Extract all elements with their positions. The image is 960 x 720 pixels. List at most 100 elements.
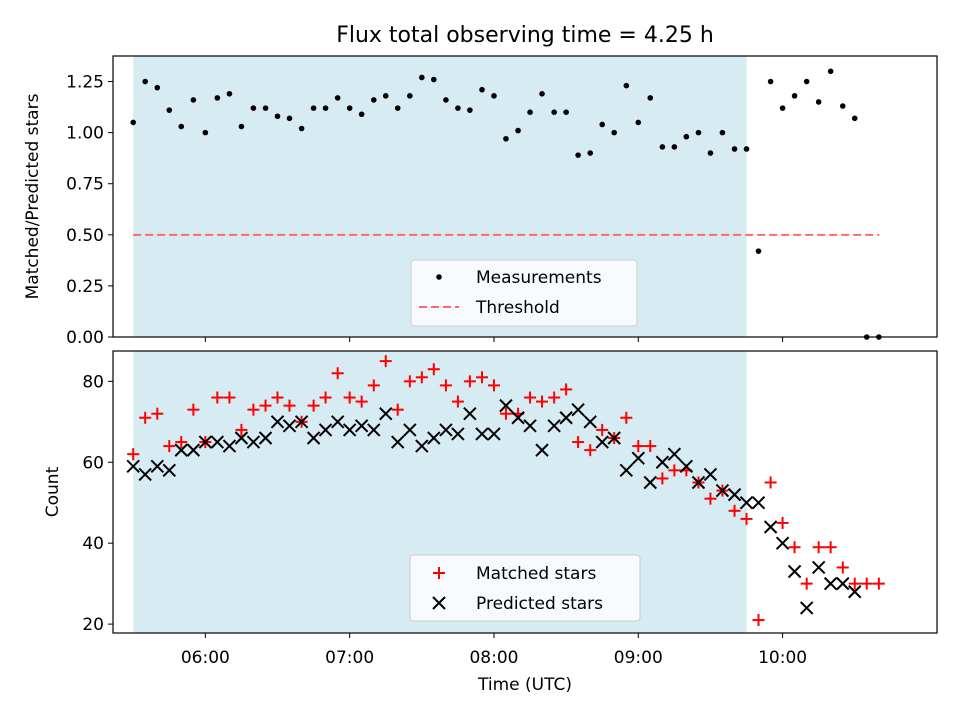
- measurement-point: [827, 68, 834, 75]
- measurement-point: [214, 95, 221, 101]
- matched-star-point: [307, 399, 320, 412]
- measurement-point: [767, 78, 774, 85]
- y-tick-label: 0.00: [66, 328, 104, 348]
- predicted-star-point: [198, 435, 213, 449]
- measurement-point: [238, 123, 245, 130]
- predicted-star-point: [463, 407, 477, 421]
- predicted-star-point: [691, 475, 706, 490]
- predicted-star-point: [379, 407, 393, 421]
- ratio-y-axis-label: Matched/Predicted stars: [23, 93, 43, 299]
- measurement-point: [274, 113, 281, 120]
- matched-star-point: [463, 375, 476, 388]
- predicted-star-point: [643, 475, 657, 490]
- measurement-point: [250, 105, 257, 111]
- ratio-legend: Measurements Threshold: [410, 259, 638, 327]
- legend-predicted-label: Predicted stars: [476, 594, 603, 614]
- measurement-point: [479, 86, 485, 93]
- predicted-star-point: [547, 419, 561, 433]
- predicted-star-point: [439, 423, 453, 437]
- predicted-star-point: [571, 402, 585, 417]
- matched-star-point: [367, 379, 380, 392]
- y-tick-label: 20: [82, 615, 104, 635]
- measurement-point: [190, 97, 197, 103]
- count-points: [126, 355, 885, 627]
- matched-star-point: [487, 379, 500, 392]
- matched-star-point: [439, 379, 452, 392]
- matched-star-point: [560, 383, 573, 396]
- measurement-point: [166, 107, 173, 113]
- legend-measurements-marker: [436, 274, 442, 280]
- measurement-point: [226, 91, 233, 97]
- matched-star-point: [584, 444, 597, 457]
- matched-star-point: [187, 403, 200, 416]
- matched-star-point: [175, 436, 188, 449]
- predicted-star-point: [535, 443, 549, 457]
- measurement-point: [310, 105, 317, 111]
- x-tick-label: 10:00: [758, 648, 807, 668]
- measurement-point: [455, 105, 461, 111]
- predicted-star-point: [787, 564, 802, 579]
- predicted-star-point: [258, 431, 273, 445]
- measurement-point: [647, 95, 654, 101]
- legend-matched-label: Matched stars: [476, 564, 596, 584]
- measurement-point: [370, 97, 377, 103]
- measurement-point: [851, 115, 858, 122]
- matched-star-point: [632, 440, 645, 453]
- matched-star-point: [283, 399, 296, 412]
- predicted-star-point: [763, 520, 778, 534]
- legend-threshold-label: Threshold: [475, 298, 560, 318]
- predicted-star-point: [667, 447, 682, 461]
- measurement-point: [443, 97, 449, 103]
- matched-star-point: [499, 407, 512, 420]
- predicted-star-point: [487, 427, 501, 441]
- x-tick-label: 08:00: [469, 648, 518, 668]
- matched-star-point: [644, 440, 657, 453]
- matched-star-point: [836, 561, 849, 574]
- measurement-point: [815, 99, 822, 105]
- matched-star-point: [331, 367, 344, 380]
- y-tick-label: 40: [82, 534, 104, 554]
- predicted-star-point: [150, 459, 165, 474]
- y-tick-label: 0.50: [66, 226, 104, 246]
- predicted-star-point: [354, 419, 369, 433]
- predicted-star-point: [403, 423, 417, 437]
- predicted-star-point: [475, 427, 489, 441]
- matched-star-point: [391, 403, 404, 416]
- count-legend-box: [409, 554, 641, 622]
- measurement-point: [659, 144, 666, 150]
- predicted-star-point: [210, 435, 225, 449]
- measurement-point: [623, 82, 630, 89]
- matched-star-point: [475, 371, 488, 384]
- matched-star-point: [127, 448, 140, 461]
- legend-matched-marker: [433, 567, 445, 579]
- y-tick-label: 1.00: [66, 124, 104, 144]
- matched-star-point: [524, 391, 537, 404]
- predicted-star-point: [751, 496, 766, 510]
- matched-star-point: [451, 395, 464, 408]
- measurement-point: [515, 127, 521, 134]
- predicted-star-point: [739, 496, 754, 510]
- predicted-star-point: [811, 560, 826, 575]
- predicted-star-point: [775, 536, 790, 550]
- ratio-y-axis-ticks: 0.00 0.25 0.50 0.75 1.00 1.25: [66, 73, 113, 348]
- matched-star-point: [163, 440, 176, 453]
- ratio-plot-frame: [112, 55, 938, 338]
- measurement-point: [563, 109, 569, 115]
- matched-star-point: [271, 391, 284, 404]
- measurement-point: [298, 125, 305, 132]
- legend-measurements-label: Measurements: [476, 268, 602, 288]
- measurement-point: [779, 105, 786, 111]
- matched-star-point: [415, 371, 428, 384]
- matched-star-point: [403, 375, 416, 388]
- matched-star-point: [764, 476, 777, 489]
- matched-star-point: [379, 355, 392, 368]
- measurement-point: [839, 103, 846, 109]
- count-y-axis-label: Count: [43, 466, 63, 517]
- predicted-star-point: [583, 415, 597, 429]
- predicted-star-point: [222, 439, 237, 453]
- predicted-star-point: [607, 431, 621, 445]
- measurement-point: [671, 144, 678, 150]
- measurement-point: [130, 119, 137, 126]
- predicted-star-point: [427, 431, 441, 445]
- matched-star-point: [860, 577, 873, 590]
